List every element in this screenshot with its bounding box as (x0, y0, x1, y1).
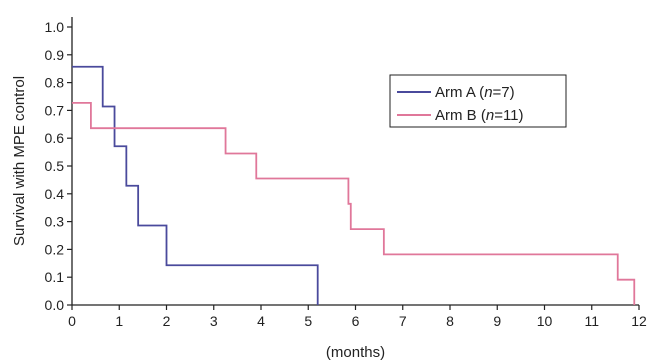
legend: Arm A (n=7) Arm B (n=11) (389, 74, 567, 128)
y-tick-label: 0.5 (45, 158, 65, 174)
x-tick-label: 11 (584, 313, 599, 329)
legend-arm-b-n: 11 (503, 107, 519, 124)
x-tick-label: 10 (537, 313, 553, 329)
legend-arm-a-equals: = (493, 84, 502, 101)
legend-arm-a-name: Arm A (435, 84, 476, 101)
legend-label-arm-a: Arm A (n=7) (435, 84, 515, 101)
y-tick-label: 0.0 (45, 297, 65, 313)
x-tick-label: 0 (68, 313, 76, 329)
legend-arm-b-equals: = (494, 107, 503, 124)
y-ticks: 0.0 0.1 0.2 0.3 0.4 0.5 0.6 0.7 0.8 0.9 1.0 (45, 19, 72, 313)
x-tick-label: 3 (210, 313, 218, 329)
x-tick-label: 1 (115, 313, 123, 329)
x-tick-label: 12 (631, 313, 647, 329)
legend-arm-b-name: Arm B (435, 107, 477, 124)
y-tick-label: 0.9 (45, 47, 65, 63)
y-tick-label: 0.7 (45, 102, 65, 118)
y-tick-label: 0.2 (45, 241, 65, 257)
y-tick-label: 0.8 (45, 75, 65, 91)
x-tick-label: 9 (493, 313, 501, 329)
y-tick-label: 0.4 (45, 186, 65, 202)
x-tick-label: 2 (163, 313, 171, 329)
x-tick-label: 7 (399, 313, 407, 329)
x-tick-label: 4 (257, 313, 265, 329)
x-tick-label: 8 (446, 313, 454, 329)
x-axis-title: (months) (326, 344, 385, 361)
y-tick-label: 0.3 (45, 214, 65, 230)
series-layer (72, 65, 636, 305)
legend-arm-b-open: ( (477, 107, 486, 124)
y-tick-label: 0.1 (45, 269, 65, 285)
x-tick-label: 6 (352, 313, 360, 329)
legend-label-arm-b: Arm B (n=11) (435, 107, 524, 124)
x-ticks: 0 1 2 3 4 5 6 7 8 9 10 11 12 (68, 305, 647, 329)
y-axis-title: Survival with MPE control (11, 76, 28, 246)
legend-box (389, 74, 567, 128)
legend-arm-a-open: ( (475, 84, 484, 101)
y-tick-label: 0.6 (45, 130, 65, 146)
x-tick-label: 5 (304, 313, 312, 329)
series-line-arm-a (72, 65, 319, 305)
legend-arm-b-n-symbol: n (486, 107, 494, 124)
legend-arm-a-n: 7 (501, 84, 509, 101)
y-tick-label: 1.0 (45, 19, 65, 35)
legend-arm-a-n-symbol: n (484, 84, 492, 101)
legend-arm-a-close: ) (510, 84, 515, 101)
legend-arm-b-close: ) (519, 107, 524, 124)
series-line-arm-b (72, 101, 636, 305)
